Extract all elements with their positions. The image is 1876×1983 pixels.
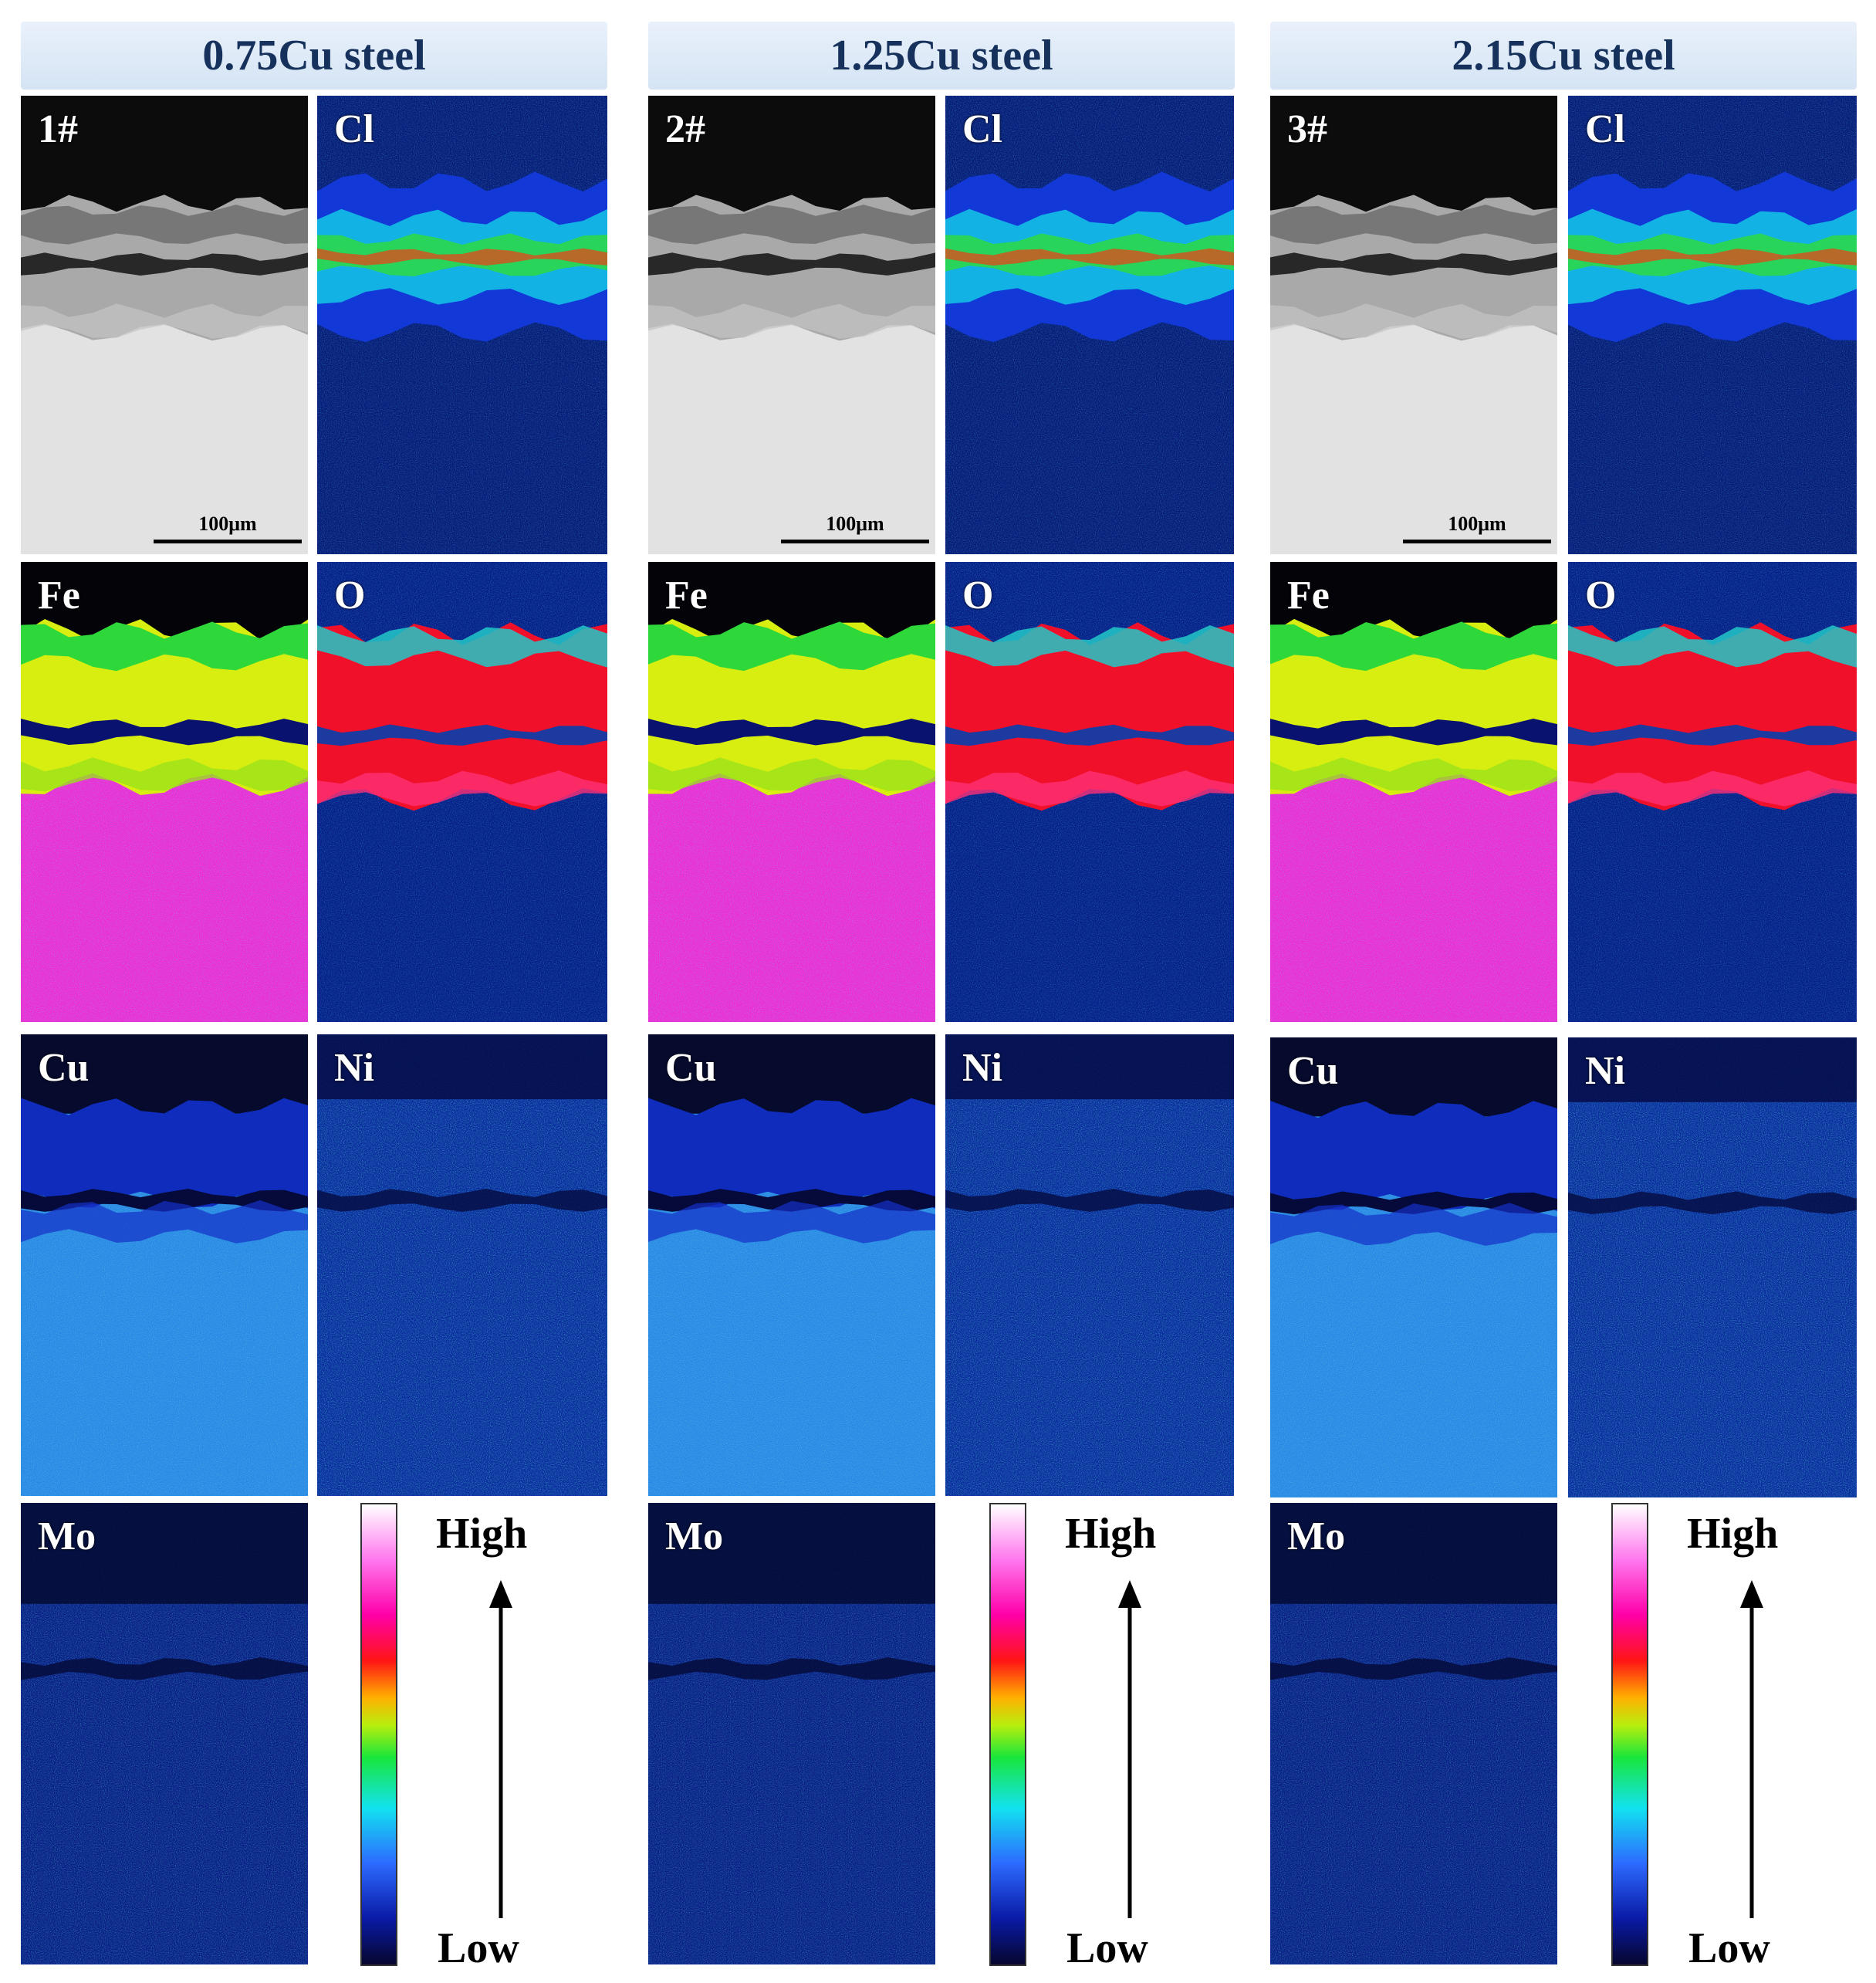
column-title-1: 0.75Cu steel	[21, 22, 607, 90]
element-label: Fe	[1287, 574, 1330, 618]
panel-image	[21, 96, 308, 554]
element-label: Ni	[962, 1046, 1002, 1090]
scale-bar-text: 100μm	[826, 513, 884, 535]
map-cl-2: Cl	[945, 96, 1234, 554]
scale-bar-text: 100μm	[1448, 513, 1506, 535]
map-cu-1: Cu	[21, 1034, 308, 1496]
column-title-2: 1.25Cu steel	[648, 22, 1235, 90]
map-ni-1: Ni	[317, 1034, 607, 1496]
element-label: Mo	[38, 1514, 96, 1558]
panel-image	[648, 1034, 935, 1496]
element-label: Cl	[1585, 107, 1625, 151]
up-arrow-icon	[489, 1580, 512, 1918]
legend-high: High	[1687, 1510, 1779, 1558]
element-label: Cl	[962, 107, 1002, 151]
map-fe-3: Fe	[1270, 562, 1557, 1022]
map-cl-1: Cl	[317, 96, 607, 554]
scale-bar-line	[781, 540, 929, 543]
color-bar	[360, 1503, 397, 1966]
legend-low: Low	[438, 1924, 519, 1972]
panel-image	[1270, 1037, 1557, 1497]
panel-image	[1270, 1503, 1557, 1964]
sample-label: 3#	[1287, 107, 1327, 151]
panel-image	[648, 1503, 935, 1964]
element-label: O	[962, 574, 994, 618]
map-mo-1: Mo	[21, 1503, 308, 1964]
legend-low: Low	[1688, 1924, 1770, 1972]
panel-image	[317, 562, 607, 1022]
scale-bar-text: 100μm	[198, 513, 257, 535]
panel-image	[648, 562, 935, 1022]
up-arrow-icon	[1740, 1580, 1763, 1918]
sample-label: 2#	[665, 107, 705, 151]
element-label: Mo	[1287, 1514, 1346, 1558]
map-ni-3: Ni	[1568, 1037, 1857, 1497]
map-cl-3: Cl	[1568, 96, 1857, 554]
element-label: Fe	[665, 574, 708, 618]
sample-label: 1#	[38, 107, 78, 151]
map-o-3: O	[1568, 562, 1857, 1022]
map-fe-2: Fe	[648, 562, 935, 1022]
element-label: O	[1585, 574, 1617, 618]
element-label: Fe	[38, 574, 80, 618]
color-scale-legend-3: High Low	[1611, 1503, 1843, 1981]
element-label: Ni	[334, 1046, 374, 1090]
panel-image	[317, 1034, 607, 1496]
legend-high: High	[1065, 1510, 1157, 1558]
element-label: Mo	[665, 1514, 724, 1558]
map-ni-2: Ni	[945, 1034, 1234, 1496]
legend-low: Low	[1066, 1924, 1148, 1972]
map-mo-2: Mo	[648, 1503, 935, 1964]
scale-bar: 100μm	[781, 513, 929, 548]
element-label: Cu	[38, 1046, 90, 1090]
color-scale-legend-1: High Low	[360, 1503, 592, 1981]
element-label: Cu	[1287, 1049, 1339, 1093]
map-mo-3: Mo	[1270, 1503, 1557, 1964]
sem-image-2: 2# 100μm	[648, 96, 935, 554]
color-bar	[989, 1503, 1026, 1966]
panel-image	[1270, 562, 1557, 1022]
scale-bar-line	[154, 540, 302, 543]
map-cu-2: Cu	[648, 1034, 935, 1496]
panel-image	[945, 96, 1234, 554]
map-o-2: O	[945, 562, 1234, 1022]
map-fe-1: Fe	[21, 562, 308, 1022]
scale-bar-line	[1403, 540, 1551, 543]
map-o-1: O	[317, 562, 607, 1022]
panel-image	[21, 1503, 308, 1964]
legend-high: High	[436, 1510, 528, 1558]
panel-image	[21, 562, 308, 1022]
panel-image	[945, 1034, 1234, 1496]
up-arrow-icon	[1118, 1580, 1141, 1918]
element-label: Cu	[665, 1046, 717, 1090]
map-cu-3: Cu	[1270, 1037, 1557, 1497]
panel-image	[1568, 562, 1857, 1022]
panel-image	[1568, 1037, 1857, 1497]
element-label: O	[334, 574, 366, 618]
sem-image-3: 3# 100μm	[1270, 96, 1557, 554]
column-title-3: 2.15Cu steel	[1270, 22, 1857, 90]
scale-bar: 100μm	[1403, 513, 1551, 548]
panel-image	[317, 96, 607, 554]
panel-image	[1270, 96, 1557, 554]
sem-image-1: 1# 100μm	[21, 96, 308, 554]
panel-image	[648, 96, 935, 554]
scale-bar: 100μm	[154, 513, 302, 548]
element-label: Ni	[1585, 1049, 1625, 1093]
color-bar	[1611, 1503, 1648, 1966]
panel-image	[1568, 96, 1857, 554]
element-label: Cl	[334, 107, 374, 151]
panel-image	[945, 562, 1234, 1022]
panel-image	[21, 1034, 308, 1496]
color-scale-legend-2: High Low	[989, 1503, 1221, 1981]
